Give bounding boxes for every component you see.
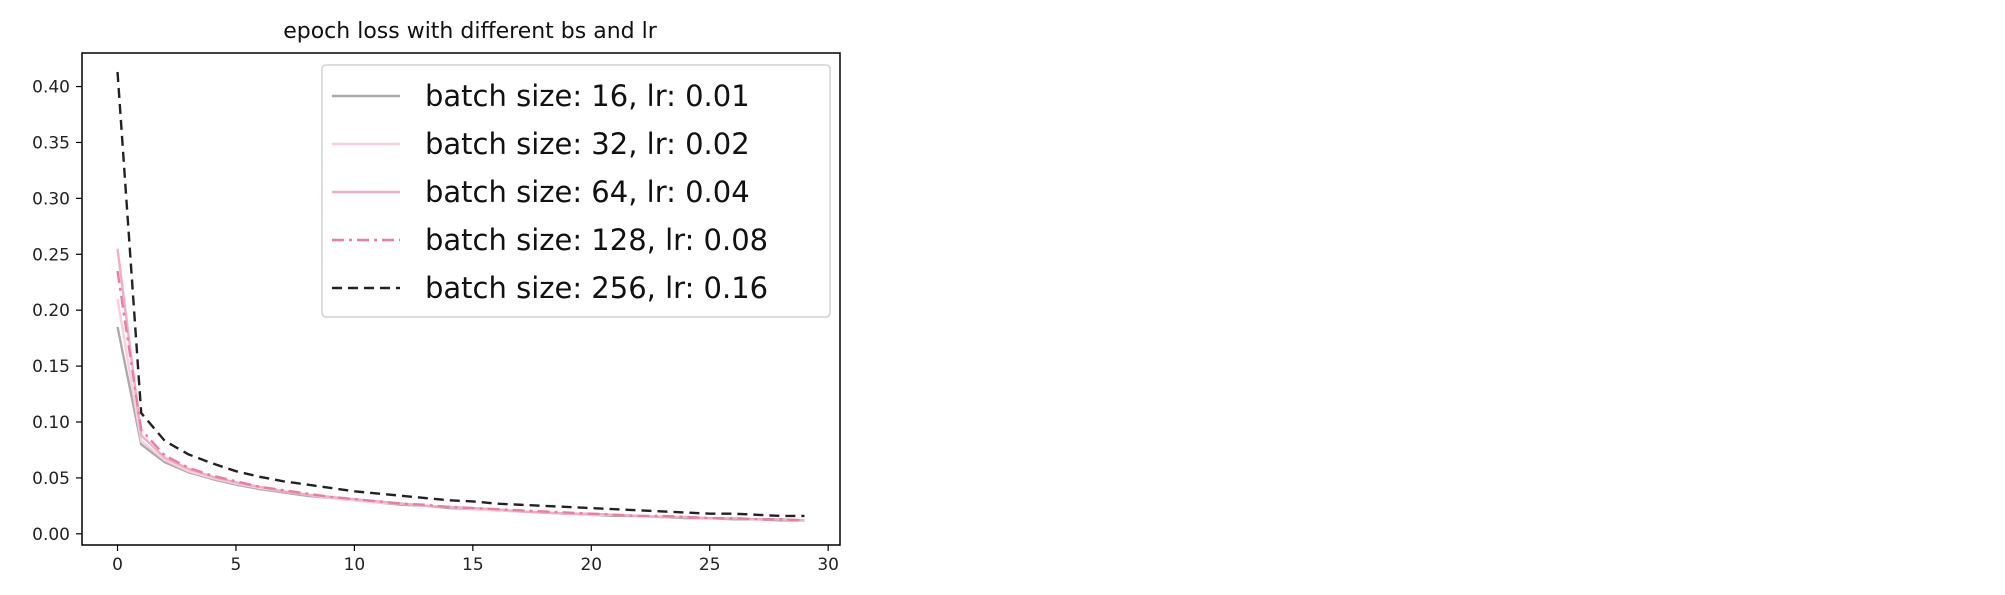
chart-title: epoch loss with different bs and lr — [283, 19, 657, 44]
series-line-1 — [116, 326, 805, 522]
x-tick-label: 30 — [817, 555, 839, 575]
series-line-4 — [116, 270, 805, 522]
x-tick-label: 10 — [344, 555, 366, 575]
y-tick-label: 0.30 — [32, 189, 70, 209]
plot-area-frame — [81, 52, 841, 546]
x-tick-label: 25 — [699, 555, 721, 575]
series-line-5 — [116, 71, 805, 518]
legend-box — [321, 64, 831, 318]
y-tick-label: 0.15 — [32, 357, 70, 377]
legend-label-5: batch size: 256, lr: 0.16 — [425, 271, 768, 305]
y-tick-label: 0.40 — [32, 78, 70, 98]
x-tick-label: 5 — [231, 555, 242, 575]
y-tick-label: 0.20 — [32, 301, 70, 321]
series-layer — [116, 71, 805, 522]
x-tick-label: 15 — [462, 555, 484, 575]
y-tick-label: 0.00 — [32, 525, 70, 545]
x-tick-label: 20 — [580, 555, 602, 575]
y-tick-label: 0.10 — [32, 413, 70, 433]
y-tick-label: 0.25 — [32, 245, 70, 265]
legend-label-3: batch size: 64, lr: 0.04 — [425, 175, 750, 209]
legend-label-2: batch size: 32, lr: 0.02 — [425, 127, 750, 161]
y-tick-label: 0.35 — [32, 133, 70, 153]
tick-layer: 0 5 10 15 20 25 30 0.00 0.05 0.10 0.15 0.20 0.25 0.30… — [32, 78, 839, 575]
x-tick-label: 0 — [112, 555, 123, 575]
series-line-2 — [116, 298, 805, 522]
legend-label-1: batch size: 16, lr: 0.01 — [425, 79, 750, 113]
y-tick-label: 0.05 — [32, 469, 70, 489]
legend-label-4: batch size: 128, lr: 0.08 — [425, 223, 768, 257]
legend: batch size: 16, lr: 0.01 batch size: 32, … — [321, 64, 831, 318]
